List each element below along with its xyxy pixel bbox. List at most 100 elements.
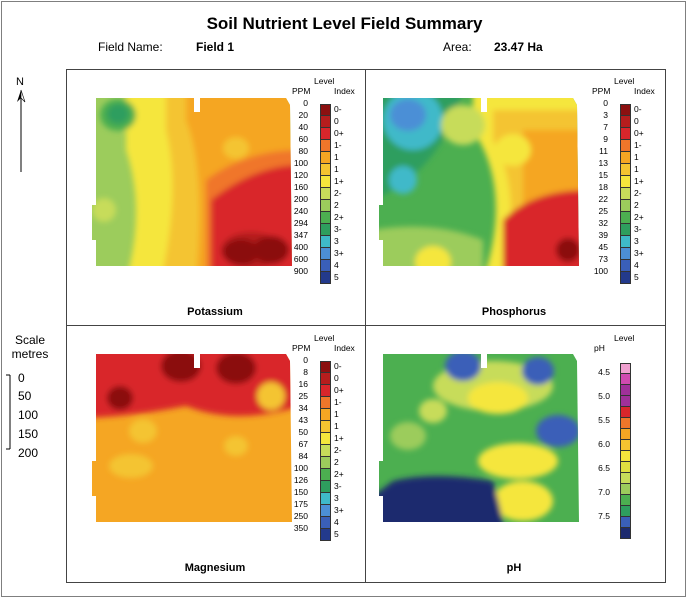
legend-swatch: [620, 429, 631, 440]
legend-swatch: [320, 505, 331, 517]
legend-swatch: [620, 200, 631, 212]
legend-swatch: [320, 188, 331, 200]
legend-index-value: 3+: [634, 248, 644, 258]
legend-ph-value: 5.5: [598, 414, 610, 425]
legend-ph-header: pH: [594, 343, 605, 353]
legend-index-value: 5: [334, 529, 339, 539]
legend-index-value: 0+: [334, 385, 344, 395]
legend-index-value: 2+: [334, 212, 344, 222]
legend-index-value: 0-: [334, 104, 342, 114]
phosphorus-map: [379, 98, 579, 266]
legend-index-value: 0+: [634, 128, 644, 138]
legend-ppm-value: 7: [603, 122, 608, 132]
legend-swatch: [620, 374, 631, 385]
legend-swatch: [620, 484, 631, 495]
legend-index-value: 3+: [334, 505, 344, 515]
scale-title: Scale: [14, 333, 46, 347]
legend-swatch: [620, 272, 631, 284]
legend-ppm-value: 25: [598, 206, 608, 216]
legend-swatch: [320, 224, 331, 236]
legend-ppm-value: 60: [298, 134, 308, 144]
legend-swatch: [320, 248, 331, 260]
legend-ppm-value: 347: [293, 230, 308, 240]
area-value: 23.47 Ha: [494, 40, 543, 54]
field-name-label: Field Name:: [98, 40, 163, 54]
legend-ppm-value: 100: [293, 158, 308, 168]
legend-swatch: [620, 164, 631, 176]
legend-swatch: [620, 407, 631, 418]
map-grid: [66, 69, 666, 583]
legend-swatch: [320, 481, 331, 493]
legend-ppm-value: 18: [598, 182, 608, 192]
legend-ppm-value: 240: [293, 206, 308, 216]
legend-swatch: [320, 200, 331, 212]
legend-swatch: [620, 104, 631, 116]
legend-index-value: 2: [334, 457, 339, 467]
scale-unit: metres: [11, 347, 49, 361]
area-label: Area:: [443, 40, 472, 54]
legend-swatch: [620, 440, 631, 451]
legend-index-header: Index: [334, 86, 355, 96]
legend-ppm-header: PPM: [592, 86, 611, 96]
legend-index-value: 1-: [634, 140, 642, 150]
legend-ppm-value: 9: [603, 134, 608, 144]
scale-tick: 0: [18, 371, 25, 385]
legend-index-value: 4: [334, 260, 339, 270]
legend-swatch: [620, 473, 631, 484]
legend-swatch: [620, 152, 631, 164]
legend-ppm-value: 100: [593, 266, 608, 276]
legend-index-value: 3: [634, 236, 639, 246]
legend-index-value: 1: [634, 152, 639, 162]
north-arrow: N: [14, 76, 28, 183]
legend-swatch: [320, 433, 331, 445]
legend-ppm-value: 80: [298, 146, 308, 156]
north-label: N: [16, 76, 24, 88]
legend-index-value: 1: [334, 152, 339, 162]
legend-index-value: 0-: [634, 104, 642, 114]
legend-ppm-value: 32: [598, 218, 608, 228]
legend-index-value: 2: [634, 200, 639, 210]
legend-level-header: Level: [614, 76, 635, 86]
legend-swatch: [320, 409, 331, 421]
legend-index-value: 0: [334, 116, 339, 126]
grid-divider: [365, 69, 366, 583]
legend-ph-value: 7.5: [598, 510, 610, 521]
legend-ph-value: 4.5: [598, 367, 610, 377]
legend-ppm-value: 0: [303, 98, 308, 108]
legend-ppm-value: 120: [293, 170, 308, 180]
legend-index-value: 5: [634, 272, 639, 282]
legend-ppm-value: 0: [303, 355, 308, 365]
legend-ph-value: 7.0: [598, 486, 610, 497]
legend-index-value: 0: [334, 373, 339, 383]
legend-swatch: [320, 457, 331, 469]
legend-swatch: [620, 517, 631, 528]
legend-index-value: 5: [334, 272, 339, 282]
legend-index-value: 1: [334, 409, 339, 419]
scale-tick: 150: [18, 427, 39, 441]
scale-bar: Scale metres 0 50 100 150 200: [0, 333, 60, 460]
ph-map: [379, 354, 579, 522]
legend-swatch: [620, 116, 631, 128]
legend-ppm-value: 126: [293, 475, 308, 485]
legend-ppm-header: PPM: [292, 86, 311, 96]
legend-index-value: 2+: [334, 469, 344, 479]
legend-swatch: [320, 272, 331, 284]
legend-ppm-value: 294: [293, 218, 308, 228]
legend-swatch: [320, 373, 331, 385]
legend-ppm-header: PPM: [292, 343, 311, 353]
legend-swatch: [620, 176, 631, 188]
legend-ppm-value: 20: [298, 110, 308, 120]
legend-index-value: 4: [634, 260, 639, 270]
legend-swatch: [620, 528, 631, 539]
legend-ppm-value: 50: [298, 427, 308, 437]
legend-ph-value: 6.0: [598, 438, 610, 449]
legend-index-value: 1-: [334, 140, 342, 150]
potassium-map: [92, 98, 292, 266]
legend-index-value: 1+: [634, 176, 644, 186]
legend-swatch: [320, 260, 331, 272]
legend-index-value: 3+: [334, 248, 344, 258]
legend-index-value: 3-: [634, 224, 642, 234]
legend-index-value: 3-: [334, 481, 342, 491]
legend-index-value: 1: [334, 421, 339, 431]
legend-ppm-value: 22: [598, 194, 608, 204]
